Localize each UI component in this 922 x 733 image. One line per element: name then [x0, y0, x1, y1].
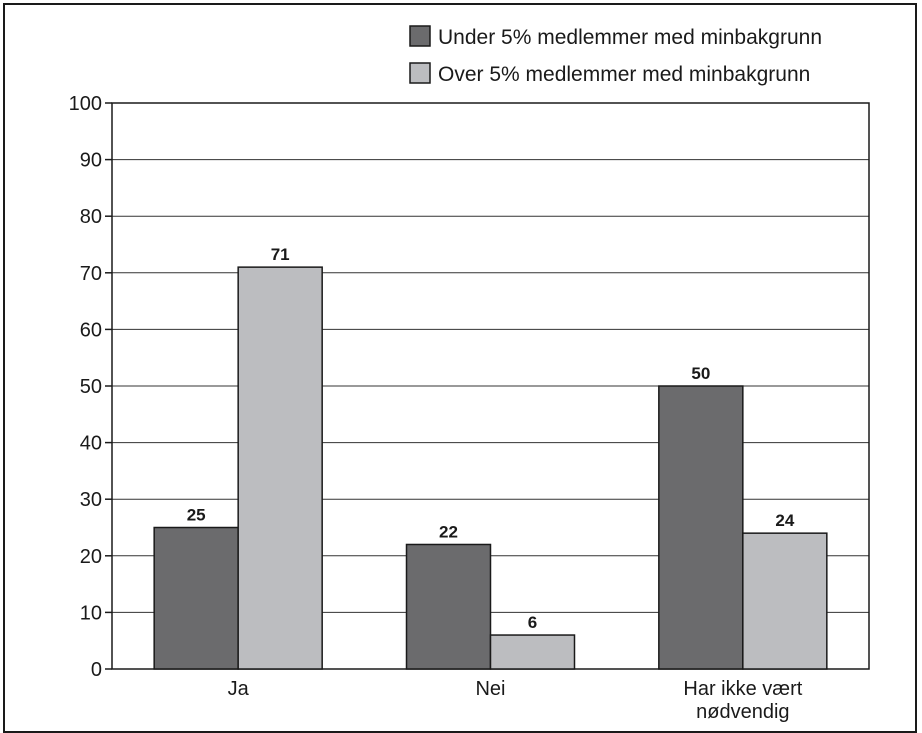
- bar-s0-c2: [658, 385, 744, 670]
- category-label-2-1: nødvendig: [696, 701, 789, 723]
- legend-label-0: Under 5% medlemmer med minbakgrunn: [438, 26, 822, 49]
- category-label-1-0: Nei: [475, 678, 505, 700]
- y-tick-label-0: 0: [91, 659, 102, 681]
- y-tick-label-40: 40: [80, 433, 102, 455]
- y-tick-label-10: 10: [80, 602, 102, 624]
- data-label-s0-c1: 22: [439, 522, 458, 541]
- legend-label-1: Over 5% medlemmer med minbakgrunn: [438, 63, 810, 86]
- y-tick-label-20: 20: [80, 546, 102, 568]
- data-label-s1-c1: 6: [528, 613, 537, 632]
- bar-s1-c1: [489, 634, 576, 670]
- data-label-s0-c0: 25: [187, 506, 206, 525]
- y-tick-label-60: 60: [80, 319, 102, 341]
- y-tick-label-90: 90: [80, 150, 102, 172]
- category-label-0-0: Ja: [228, 678, 250, 700]
- legend-swatch-0: [409, 25, 431, 47]
- data-label-s1-c2: 24: [775, 511, 794, 530]
- bar-s1-c0: [237, 266, 323, 670]
- y-tick-label-80: 80: [80, 206, 102, 228]
- legend-swatch-1: [409, 62, 431, 84]
- y-tick-label-70: 70: [80, 263, 102, 285]
- data-label-s0-c2: 50: [691, 364, 710, 383]
- y-tick-label-100: 100: [69, 93, 102, 115]
- bar-s0-c1: [405, 543, 492, 670]
- bar-s1-c2: [742, 532, 828, 670]
- data-label-s1-c0: 71: [271, 245, 290, 264]
- y-tick-label-50: 50: [80, 376, 102, 398]
- y-tick-label-30: 30: [80, 489, 102, 511]
- bar-s0-c0: [153, 526, 239, 670]
- category-label-2-0: Har ikke vært: [683, 678, 802, 700]
